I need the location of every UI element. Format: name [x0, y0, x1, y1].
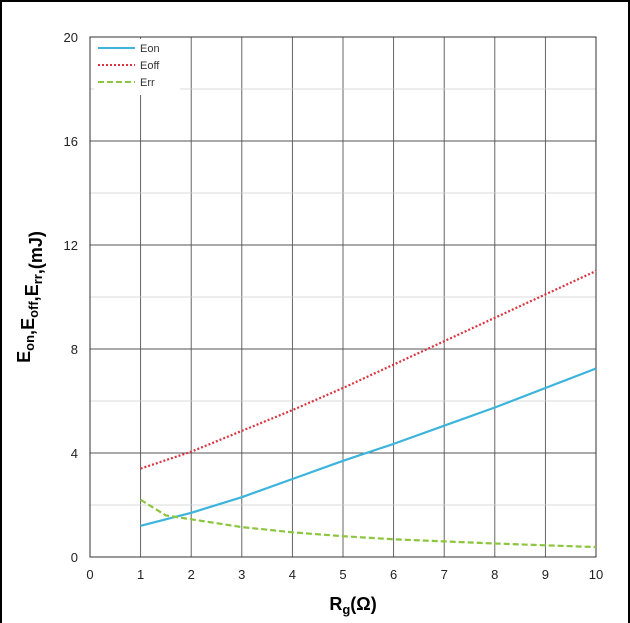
y-tick-labels: 0 4 8 12 16 20 — [64, 30, 78, 565]
y-tick-label: 12 — [64, 238, 78, 253]
y-tick-label: 0 — [71, 550, 78, 565]
series-line-eon — [141, 369, 596, 526]
y-axis-title: Eon,Eoff,Err,(mJ) — [14, 231, 46, 363]
legend-label-eon: Eon — [140, 43, 160, 55]
legend: Eon Eoff Err — [94, 39, 180, 95]
x-tick-label: 10 — [589, 567, 603, 582]
x-title-sub: g — [342, 602, 350, 617]
x-tick-label: 9 — [542, 567, 549, 582]
y-title-part: ,E — [18, 318, 38, 335]
y-tick-label: 20 — [64, 30, 78, 45]
legend-label-eoff: Eoff — [140, 60, 160, 72]
y-tick-label: 16 — [64, 134, 78, 149]
y-title-part: E — [14, 351, 34, 363]
series-layer — [141, 271, 596, 547]
y-title-sub: off — [26, 301, 41, 318]
y-title-part: ,(mJ) — [26, 231, 46, 274]
x-title-main: R — [329, 594, 342, 614]
x-tick-label: 6 — [390, 567, 397, 582]
x-axis-title: Rg(Ω) — [329, 594, 376, 617]
x-tick-labels: 0 1 2 3 4 5 6 7 8 9 10 — [86, 567, 603, 582]
legend-label-err: Err — [140, 77, 155, 89]
x-tick-label: 5 — [339, 567, 346, 582]
x-tick-label: 0 — [86, 567, 93, 582]
y-title-sub: rr — [30, 274, 45, 284]
y-title-sub: on — [22, 335, 37, 351]
y-title-part: ,E — [22, 284, 42, 301]
x-tick-label: 3 — [238, 567, 245, 582]
x-title-tail: (Ω) — [350, 594, 376, 614]
y-tick-label: 8 — [71, 342, 78, 357]
grid-lines — [90, 37, 596, 557]
x-tick-label: 8 — [491, 567, 498, 582]
y-tick-label: 4 — [71, 446, 78, 461]
x-tick-label: 1 — [137, 567, 144, 582]
series-line-eoff — [141, 271, 596, 469]
x-tick-label: 2 — [188, 567, 195, 582]
x-tick-label: 7 — [441, 567, 448, 582]
x-tick-label: 4 — [289, 567, 296, 582]
